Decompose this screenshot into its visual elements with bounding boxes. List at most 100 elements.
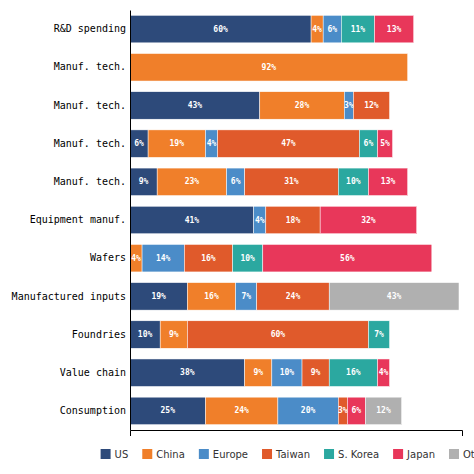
data-label: 4% <box>379 368 389 377</box>
legend-label: Europe <box>213 449 248 460</box>
data-label: 19% <box>151 292 166 301</box>
bars <box>130 15 459 424</box>
bar-segment <box>130 130 148 157</box>
bar-segment <box>227 168 245 195</box>
data-label: 92% <box>262 63 277 72</box>
bar-segment <box>278 397 338 424</box>
chart: 60%4%6%11%13%92%43%28%3%12%6%19%4%47%6%5… <box>0 0 474 474</box>
bar-segment <box>187 321 368 348</box>
y-tick-label: Manuf. tech. <box>54 61 126 72</box>
legend-item: US <box>101 449 129 460</box>
legend-item: S. Korea <box>324 449 379 460</box>
x-axis-line <box>131 431 463 437</box>
data-label: 31% <box>284 177 299 186</box>
data-label: 7% <box>374 330 384 339</box>
data-label: 28% <box>295 101 310 110</box>
data-label: 16% <box>204 292 219 301</box>
data-label: 13% <box>381 177 396 186</box>
data-label: 60% <box>213 25 228 34</box>
legend-label: Japan <box>406 449 435 460</box>
data-label: 43% <box>387 292 402 301</box>
y-tick-label: Consumption <box>60 405 126 416</box>
y-tick-label: Wafers <box>90 252 126 263</box>
data-label: 10% <box>240 254 255 263</box>
data-label: 16% <box>201 254 216 263</box>
bar-segment <box>272 359 302 386</box>
data-label: 9% <box>311 368 321 377</box>
bar-segment <box>148 130 205 157</box>
bar-segment <box>236 283 257 310</box>
legend-label: US <box>115 449 129 460</box>
data-label: 6% <box>134 139 144 148</box>
bar-segment <box>205 397 277 424</box>
bar-segment <box>130 321 160 348</box>
bar-segment <box>347 397 365 424</box>
bar-segment <box>338 168 368 195</box>
y-tick-label: Foundries <box>72 329 126 340</box>
bar-segment <box>245 168 339 195</box>
bar-segment <box>130 15 311 42</box>
legend-swatch <box>199 449 209 459</box>
data-label: 9% <box>169 330 179 339</box>
bar-segment <box>329 359 377 386</box>
plot: 60%4%6%11%13%92%43%28%3%12%6%19%4%47%6%5… <box>12 11 463 437</box>
bar-segment <box>368 168 407 195</box>
data-label: 10% <box>138 330 153 339</box>
data-label: 32% <box>361 216 376 225</box>
data-label: 4% <box>312 25 322 34</box>
bar-segment <box>130 54 408 81</box>
data-label: 24% <box>286 292 301 301</box>
data-label: 19% <box>170 139 185 148</box>
bar-segment <box>130 244 142 271</box>
bar-segment <box>130 359 245 386</box>
bar-segment <box>320 206 417 233</box>
legend-swatch <box>101 449 111 459</box>
data-label: 7% <box>241 292 251 301</box>
y-tick: Manuf. tech. <box>54 176 130 187</box>
legend-item: Other <box>449 449 474 460</box>
bar-segment <box>359 130 377 157</box>
data-label: 9% <box>139 177 149 186</box>
data-label: 41% <box>185 216 200 225</box>
bar-segment <box>130 92 260 119</box>
data-label: 25% <box>161 406 176 415</box>
bar-segment <box>368 321 389 348</box>
legend-item: Europe <box>199 449 248 460</box>
y-tick: R&D spending <box>54 23 130 34</box>
y-tick: Equipment manuf. <box>30 214 130 225</box>
legend-item: Japan <box>393 449 435 460</box>
data-labels: 60%4%6%11%13%92%43%28%3%12%6%19%4%47%6%5… <box>131 25 401 416</box>
legend-swatch <box>449 449 459 459</box>
y-tick: Manuf. tech. <box>54 138 130 149</box>
legend-swatch <box>393 449 403 459</box>
bar-segment <box>311 15 323 42</box>
bar-segment <box>142 244 184 271</box>
data-label: 10% <box>280 368 295 377</box>
bar-segment <box>130 206 254 233</box>
bar-segment <box>130 168 157 195</box>
bar-segment <box>344 92 353 119</box>
legend-item: China <box>142 449 185 460</box>
y-tick: Manuf. tech. <box>54 100 130 111</box>
y-axis: R&D spending Manuf. tech. Manuf. tech. Manu… <box>12 11 131 431</box>
y-tick: Foundries <box>72 329 130 340</box>
data-label: 3% <box>344 101 354 110</box>
data-label: 4% <box>131 254 141 263</box>
data-label: 3% <box>338 406 348 415</box>
bar-segment <box>266 206 320 233</box>
bar-segment <box>218 130 360 157</box>
bar-segment <box>187 283 235 310</box>
y-tick: Manufactured inputs <box>12 291 130 302</box>
bar-segment <box>377 359 389 386</box>
y-tick-label: Equipment manuf. <box>30 214 126 225</box>
y-tick: Consumption <box>60 405 130 416</box>
data-label: 6% <box>327 25 337 34</box>
legend-label: S. Korea <box>338 449 379 460</box>
data-label: 14% <box>156 254 171 263</box>
data-label: 23% <box>185 177 200 186</box>
data-label: 13% <box>387 25 402 34</box>
data-label: 60% <box>271 330 286 339</box>
data-label: 4% <box>207 139 217 148</box>
data-label: 10% <box>346 177 361 186</box>
bar-segment <box>353 92 389 119</box>
